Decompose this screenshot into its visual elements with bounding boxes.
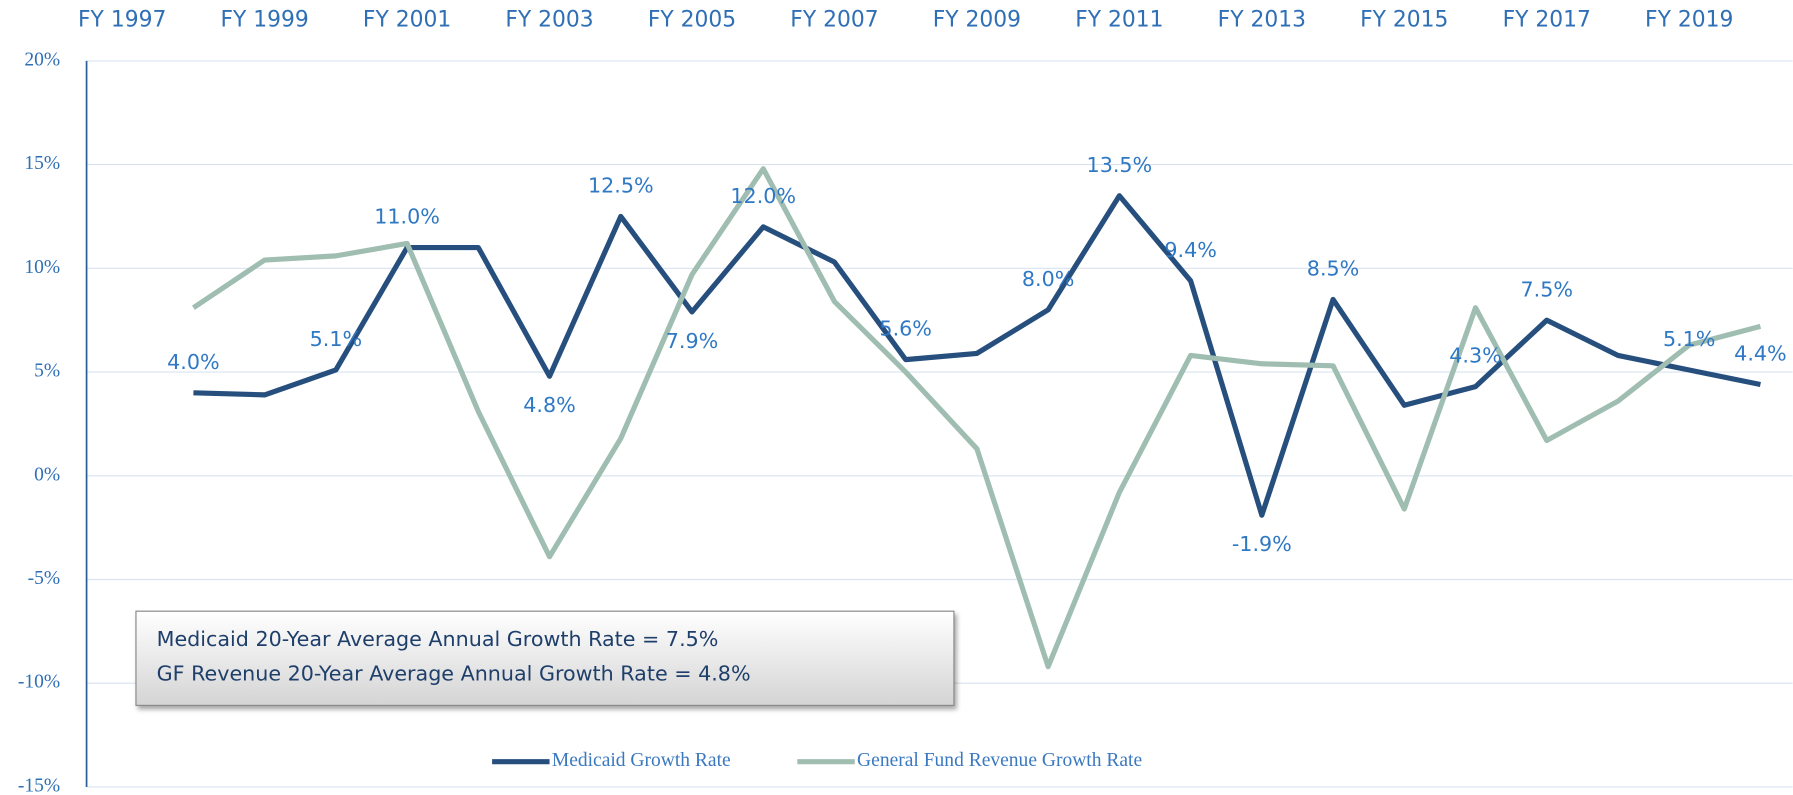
y-tick-label: -10%	[18, 672, 60, 693]
data-label: 5.6%	[879, 317, 931, 341]
plot: 4.0% 5.1% 11.0% 4.8% 12.5% 7.9% 12.0% 5.6% 8.0% 1…	[167, 153, 1787, 670]
x-tick-label: FY 2011	[1075, 8, 1163, 33]
series-line	[191, 166, 1762, 670]
annotation: Medicaid 20-Year Average Annual Growth R…	[157, 627, 719, 651]
x-tick-label: FY 2009	[933, 8, 1021, 33]
annotation: GF Revenue 20-Year Average Annual Growth…	[157, 661, 751, 685]
x-tick-label: FY 2001	[363, 8, 451, 33]
legend-label: Medicaid Growth Rate	[552, 750, 731, 771]
legend: Medicaid Growth Rate General Fund Revenue…	[492, 750, 1142, 771]
y-tick-label: 15%	[24, 153, 60, 174]
data-label: 7.5%	[1521, 277, 1573, 301]
x-tick-label: FY 2019	[1645, 8, 1733, 33]
data-label: -1.9%	[1232, 532, 1292, 556]
x-tick-label: FY 2013	[1218, 8, 1306, 33]
y-tick-label: -5%	[28, 568, 61, 589]
data-label: 4.4%	[1734, 342, 1786, 366]
data-label: 7.9%	[666, 329, 718, 353]
y-tick-label: 0%	[34, 464, 60, 485]
y-tick-label: 20%	[24, 49, 60, 70]
y-tick-label: 10%	[24, 257, 60, 278]
legend-label: General Fund Revenue Growth Rate	[857, 750, 1142, 771]
series-line	[193, 193, 1761, 518]
data-label: 4.3%	[1449, 344, 1501, 368]
x-tick-label: FY 2007	[790, 8, 878, 33]
data-label: 4.0%	[167, 350, 219, 374]
data-label: 4.8%	[523, 393, 575, 417]
data-label: 12.0%	[730, 184, 796, 208]
data-label: 5.1%	[1663, 327, 1715, 351]
data-label: 5.1%	[310, 327, 362, 351]
data-label: 11.0%	[374, 205, 440, 229]
data-label: 8.0%	[1022, 267, 1074, 291]
annotation-box	[135, 610, 955, 706]
x-tick-label: FY 2003	[505, 8, 593, 33]
x-tick-label: FY 2017	[1503, 8, 1591, 33]
data-label: 8.5%	[1307, 257, 1359, 281]
x-tick-label: FY 1999	[220, 8, 308, 33]
data-label: 12.5%	[588, 174, 654, 198]
y-tick-label: 5%	[34, 361, 60, 382]
data-label: 9.4%	[1164, 238, 1216, 262]
x-tick-label: FY 2005	[648, 8, 736, 33]
data-label: 13.5%	[1087, 153, 1153, 177]
y-tick-label: -15%	[18, 775, 60, 795]
x-tick-label: FY 1997	[78, 8, 166, 33]
grid: -15% -10% -5% 0% 5% 10% 15% 20% FY 1997 FY 1999 FY…	[18, 8, 1793, 795]
x-tick-label: FY 2015	[1360, 8, 1448, 33]
